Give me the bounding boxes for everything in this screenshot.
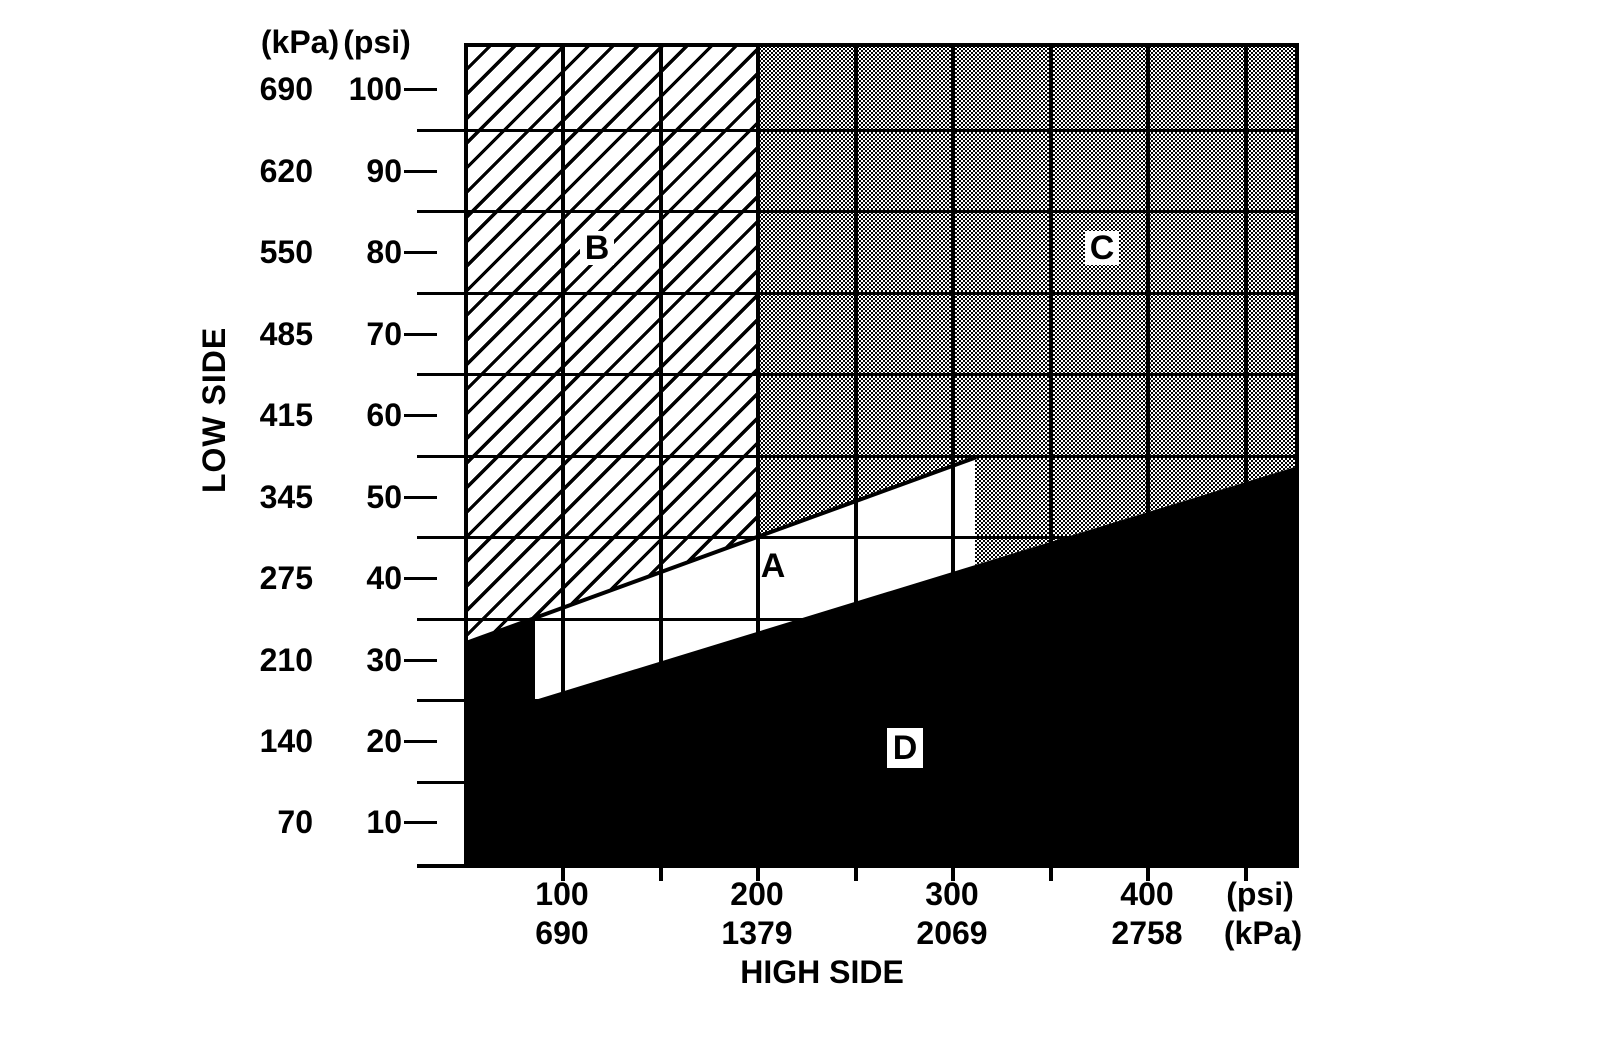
x-axis-title: HIGH SIDE (740, 954, 904, 990)
y-tick (404, 496, 437, 499)
y-tick-kpa-label: 140 (259, 723, 313, 759)
y-tick (404, 333, 437, 336)
y-tick (404, 170, 437, 173)
x-tick-kpa-label: 2758 (1111, 915, 1183, 951)
region-b-hatched (466, 43, 757, 644)
plot-border-top (466, 43, 1299, 47)
y-tick (404, 251, 437, 254)
region-a-label: A (760, 547, 786, 585)
y-tick (404, 821, 437, 824)
y-tick (404, 740, 437, 743)
x-tick-psi-label: 100 (535, 876, 589, 912)
y-tick (404, 88, 437, 91)
x-tick (659, 866, 663, 881)
x-tick-kpa-label: 2069 (916, 915, 988, 951)
y-tick-kpa-label: 620 (259, 153, 313, 189)
x-tick (561, 866, 565, 881)
x-axis-kpa-unit: (kPa) (1223, 915, 1303, 951)
region-d-label: D (887, 728, 923, 768)
x-tick-psi-label: 200 (730, 876, 784, 912)
y-tick-psi-label: 20 (366, 723, 402, 759)
x-tick (854, 866, 858, 881)
x-tick-psi-label: 300 (925, 876, 979, 912)
y-tick-psi-label: 50 (366, 479, 402, 515)
y-tick-psi-label: 80 (366, 234, 402, 270)
y-tick-psi-label: 70 (366, 316, 402, 352)
y-axis-kpa-header: (kPa) (260, 24, 340, 60)
x-axis-psi-unit: (psi) (1226, 876, 1294, 912)
x-tick (1146, 866, 1150, 881)
y-tick (404, 659, 437, 662)
y-tick-psi-label: 40 (366, 560, 402, 596)
x-tick-kpa-label: 1379 (721, 915, 793, 951)
y-tick-psi-label: 100 (348, 71, 402, 107)
y-tick-kpa-label: 210 (259, 642, 313, 678)
x-tick (951, 866, 955, 881)
y-tick-kpa-label: 275 (259, 560, 313, 596)
y-tick-psi-label: 10 (366, 804, 402, 840)
y-tick (404, 414, 437, 417)
x-axis-line (417, 864, 1299, 868)
region-c-label: C (1085, 231, 1119, 265)
y-axis-psi-header: (psi) (343, 24, 411, 60)
y-tick-kpa-label: 345 (259, 479, 313, 515)
y-tick-kpa-label: 690 (259, 71, 313, 107)
y-tick-psi-label: 90 (366, 153, 402, 189)
plot-border-left (464, 43, 468, 866)
x-tick-psi-label: 400 (1120, 876, 1174, 912)
x-tick (1049, 866, 1053, 881)
region-b-label: B (580, 231, 614, 265)
y-axis-title: LOW SIDE (196, 326, 232, 494)
y-tick-psi-label: 60 (366, 397, 402, 433)
x-tick-kpa-label: 690 (535, 915, 589, 951)
region-c-stippled (757, 43, 1295, 565)
y-tick-kpa-label: 70 (277, 804, 313, 840)
y-tick-kpa-label: 550 (259, 234, 313, 270)
y-tick (404, 577, 437, 580)
y-tick-kpa-label: 485 (259, 316, 313, 352)
y-tick-psi-label: 30 (366, 642, 402, 678)
y-tick-kpa-label: 415 (259, 397, 313, 433)
x-tick (1244, 866, 1248, 881)
x-tick (756, 866, 760, 881)
plot-border-right (1295, 43, 1299, 866)
